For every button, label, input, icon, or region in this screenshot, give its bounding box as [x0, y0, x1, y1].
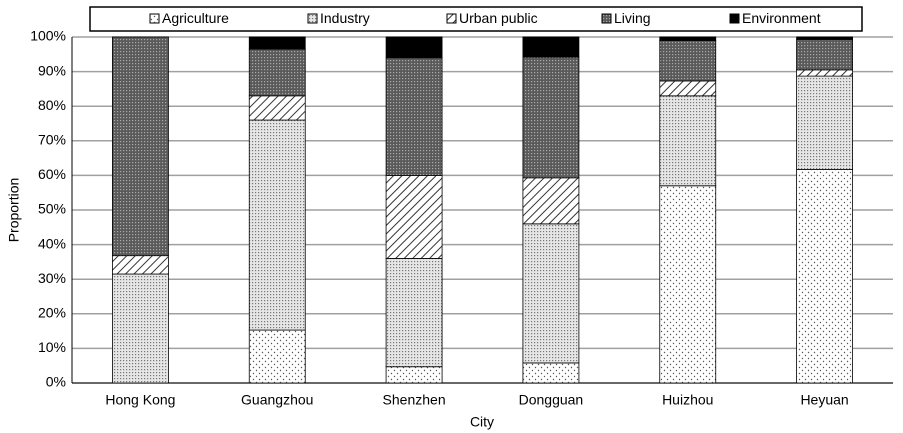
bar-segment	[659, 185, 717, 384]
bar-segment	[796, 169, 853, 384]
bar-segment	[248, 48, 306, 97]
legend-swatch	[729, 13, 740, 24]
y-tick-label: 60%	[38, 166, 66, 182]
bar-segment	[385, 366, 443, 384]
bar-segment	[796, 39, 853, 71]
y-tick-label: 20%	[38, 305, 66, 321]
legend-label: Living	[614, 10, 651, 26]
bar-segment	[248, 36, 306, 50]
legend-label: Industry	[320, 10, 370, 26]
y-tick-label: 70%	[38, 132, 66, 148]
bar-segment	[522, 56, 580, 179]
bar-segment	[659, 36, 717, 41]
bar-segment	[522, 36, 580, 58]
bar-segment	[796, 69, 853, 77]
bar-segment	[112, 273, 169, 384]
bar-segment	[522, 177, 580, 225]
x-tick-label: Guangzhou	[241, 392, 313, 408]
y-tick-label: 50%	[38, 201, 66, 217]
bar-segment	[385, 36, 443, 59]
y-tick-label: 0%	[46, 374, 66, 390]
bar-segment	[659, 40, 717, 82]
x-tick-label: Hong Kong	[105, 392, 175, 408]
y-tick-label: 10%	[38, 339, 66, 355]
legend-label: Environment	[742, 10, 821, 26]
y-tick-label: 40%	[38, 235, 66, 251]
bar-segment	[522, 362, 580, 384]
bar-segment	[385, 57, 443, 176]
bar-segment	[248, 95, 306, 121]
bar-segment	[248, 329, 306, 384]
legend-swatch	[601, 13, 612, 24]
x-axis-label: City	[470, 414, 494, 430]
x-tick-label: Shenzhen	[383, 392, 446, 408]
x-tick-label: Dongguan	[519, 392, 584, 408]
y-tick-label: 30%	[38, 270, 66, 286]
bar-segment	[659, 80, 717, 97]
y-tick-label: 80%	[38, 97, 66, 113]
legend-swatch	[446, 13, 457, 24]
bar-segment	[248, 119, 306, 331]
legend-swatch	[149, 13, 160, 24]
bar-segment	[112, 36, 169, 257]
y-axis-label: Proportion	[6, 178, 22, 243]
bar-segment	[385, 258, 443, 368]
bar-segment	[112, 255, 169, 275]
legend-label: Agriculture	[162, 10, 229, 26]
x-tick-label: Huizhou	[662, 392, 713, 408]
bar-segment	[522, 223, 580, 364]
x-tick-label: Heyuan	[800, 392, 848, 408]
y-tick-label: 90%	[38, 62, 66, 78]
bar-segment	[659, 95, 717, 187]
bar-segment	[385, 174, 443, 259]
legend-swatch	[307, 13, 318, 24]
y-tick-label: 100%	[30, 28, 66, 44]
legend-label: Urban public	[459, 10, 538, 26]
bar-segment	[796, 75, 853, 170]
bar-segment	[796, 36, 853, 40]
